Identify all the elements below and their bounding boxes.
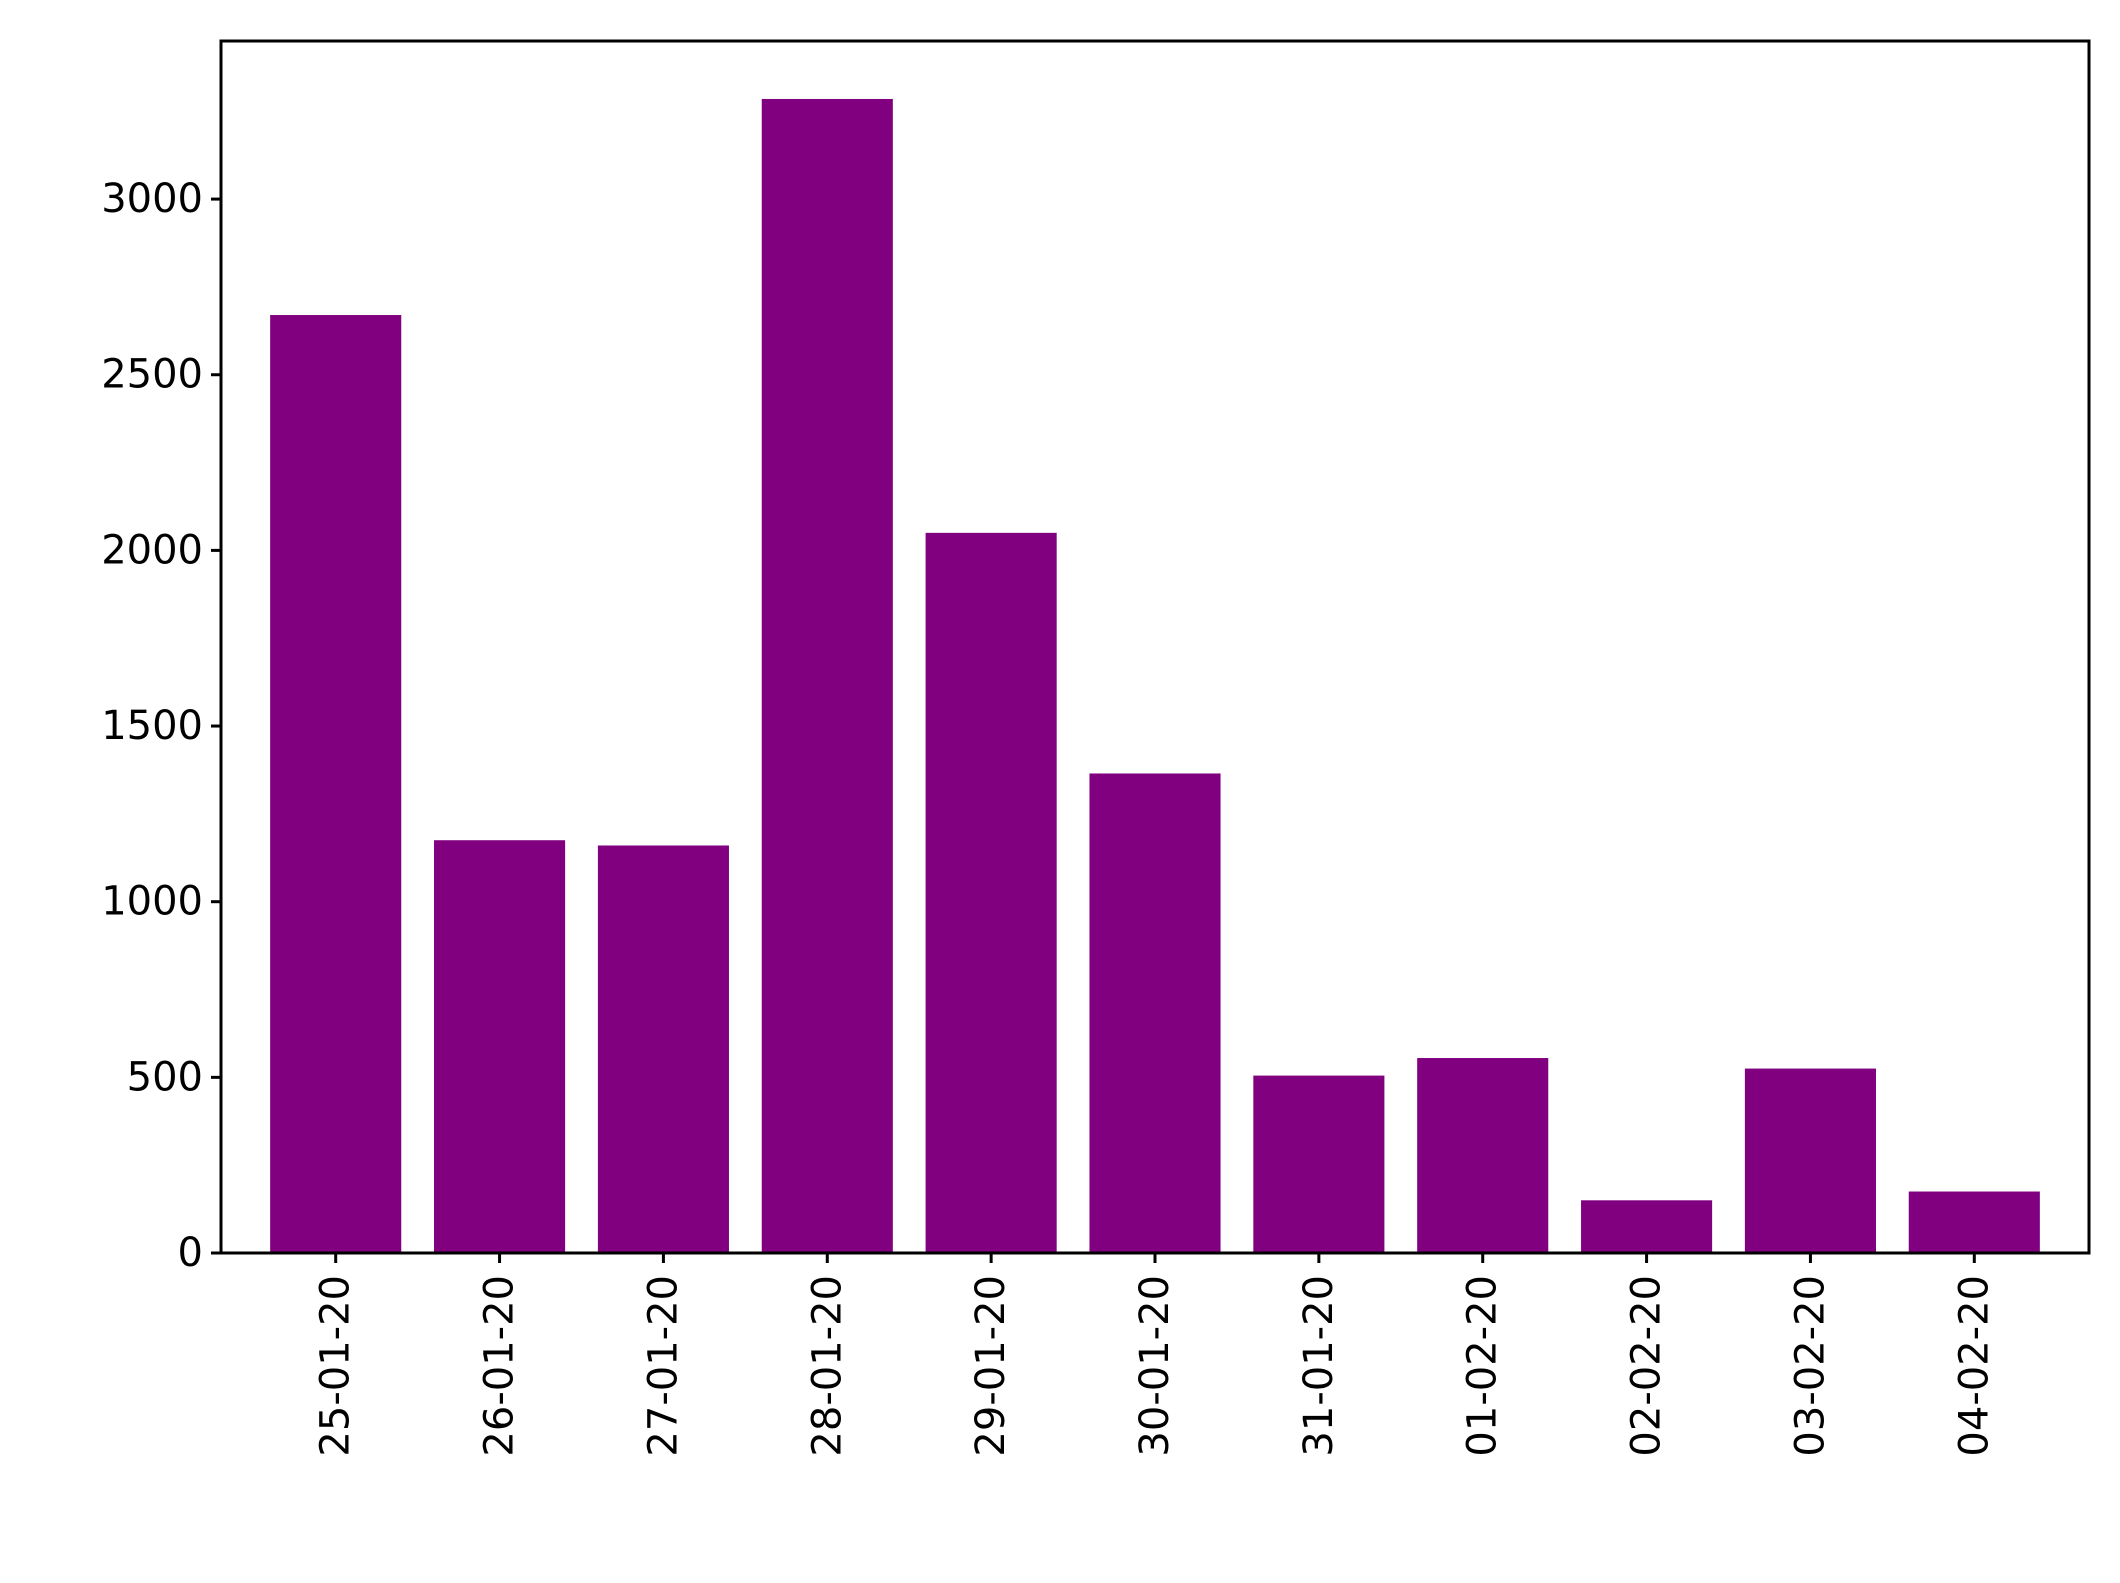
x-tick-label: 02-02-20: [1624, 1275, 1670, 1457]
x-tick-label: 01-02-20: [1460, 1275, 1506, 1457]
y-tick-label: 0: [178, 1230, 203, 1276]
x-axis-ticks: 25-01-20 26-01-20 27-01-20 28-01-20 29-01-20…: [313, 1253, 1997, 1457]
y-tick-label: 1000: [101, 879, 203, 925]
y-tick-label: 2000: [101, 527, 203, 573]
bar-29-01-20: [925, 532, 1057, 1253]
y-tick-label: 2500: [101, 352, 203, 398]
y-tick-label: 3000: [101, 176, 203, 222]
y-tick-label: 500: [127, 1054, 203, 1100]
bar-04-02-20: [1908, 1191, 2040, 1253]
x-tick-label: 28-01-20: [804, 1275, 850, 1457]
axes-frame: [219, 39, 2091, 1255]
x-tick-label: 30-01-20: [1132, 1275, 1178, 1457]
x-tick-label: 29-01-20: [968, 1275, 1014, 1457]
bar-30-01-20: [1089, 773, 1221, 1253]
x-tick-label: 27-01-20: [640, 1275, 686, 1457]
x-tick-label: 26-01-20: [477, 1275, 523, 1457]
x-tick-label: 03-02-20: [1787, 1275, 1833, 1457]
bar-02-02-20: [1581, 1200, 1713, 1253]
bar-25-01-20: [270, 315, 402, 1253]
bar-27-01-20: [597, 845, 729, 1253]
bar-26-01-20: [434, 840, 566, 1253]
bar-31-01-20: [1253, 1075, 1385, 1253]
x-tick-label: 25-01-20: [313, 1275, 359, 1457]
x-tick-label: 31-01-20: [1296, 1275, 1342, 1457]
y-tick-label: 1500: [101, 703, 203, 749]
bar-03-02-20: [1744, 1068, 1876, 1253]
y-axis-ticks: 0 500 1000 1500 2000 2500 3000: [101, 176, 221, 1276]
bar-01-02-20: [1417, 1058, 1549, 1253]
x-tick-label: 04-02-20: [1951, 1275, 1997, 1457]
bars-layer: [270, 98, 2040, 1254]
bar-28-01-20: [761, 98, 893, 1254]
